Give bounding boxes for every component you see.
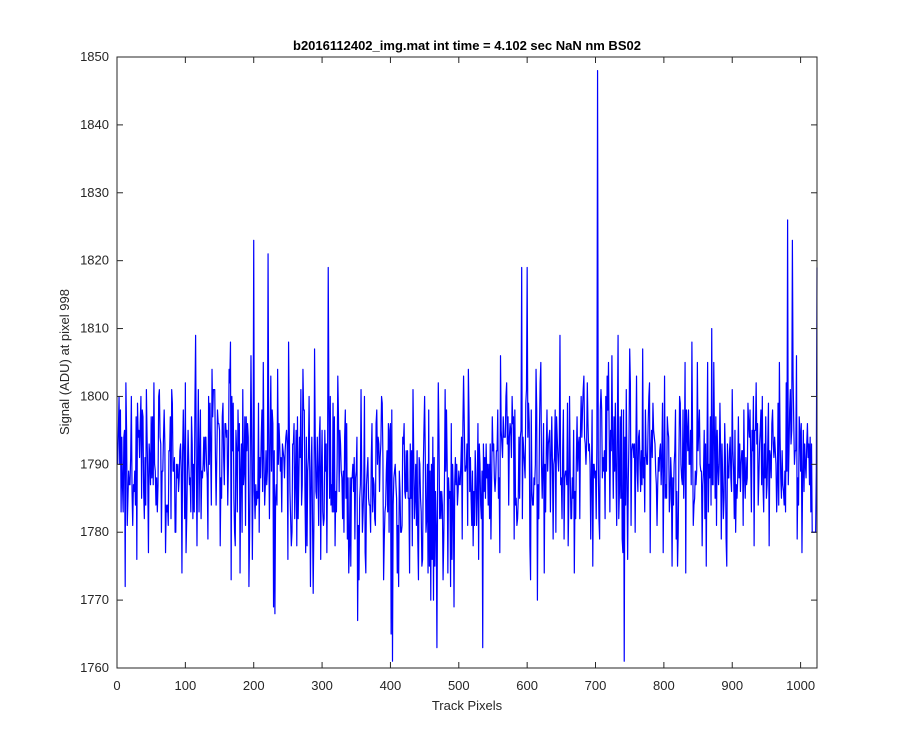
y-tick-label: 1810 [80,321,109,336]
x-tick-label: 400 [380,678,402,693]
x-axis-label: Track Pixels [432,698,503,713]
y-tick-label: 1770 [80,592,109,607]
x-tick-label: 800 [653,678,675,693]
y-tick-label: 1760 [80,660,109,675]
y-tick-label: 1830 [80,185,109,200]
x-tick-label: 300 [311,678,333,693]
x-tick-label: 200 [243,678,265,693]
y-tick-label: 1850 [80,49,109,64]
x-tick-label: 0 [113,678,120,693]
y-tick-label: 1820 [80,253,109,268]
y-tick-label: 1800 [80,388,109,403]
y-tick-label: 1780 [80,524,109,539]
plot-area-background [117,57,817,668]
plot-frame [116,56,818,669]
x-axis: 0 100 200 300 400 500 600 700 800 900 1000 [113,57,815,693]
series-layer [117,69,818,662]
series-line [117,69,818,662]
x-tick-label: 500 [448,678,470,693]
x-tick-label: 600 [516,678,538,693]
chart-title: b2016112402_img.mat int time = 4.102 sec… [293,38,641,53]
x-tick-label: 700 [585,678,607,693]
y-axis-label: Signal (ADU) at pixel 998 [57,289,72,435]
y-axis: 1760 1770 1780 1790 1800 1810 1820 1830 1840 1850 [80,49,817,675]
x-tick-label: 900 [721,678,743,693]
x-tick-label: 100 [175,678,197,693]
y-tick-label: 1790 [80,456,109,471]
x-tick-label: 1000 [786,678,815,693]
y-tick-label: 1840 [80,117,109,132]
